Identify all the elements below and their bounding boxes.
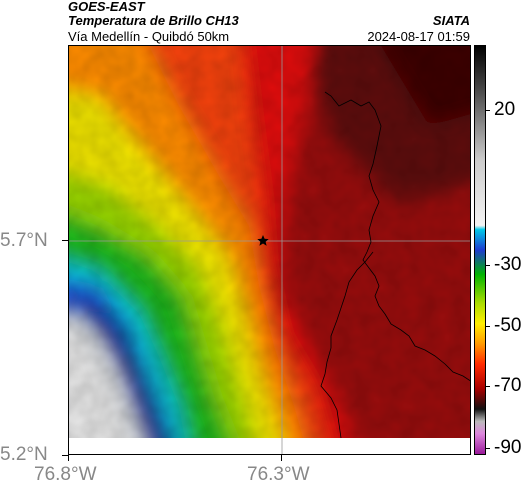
colorbar-tick-label: -70 (494, 375, 522, 396)
region-subtitle: Vía Medellín - Quibdó 50km (68, 29, 230, 44)
organization-label: SIATA (432, 13, 470, 28)
boundary-line (324, 91, 470, 382)
brightness-temperature-map[interactable] (68, 45, 471, 455)
temperature-colorbar (474, 45, 486, 455)
star-marker (257, 235, 269, 246)
product-title: Temperatura de Brillo CH13 (68, 13, 239, 28)
timestamp: 2024-08-17 01:59 (367, 29, 470, 44)
colorbar-tick-label: 20 (494, 99, 516, 120)
latitude-label: 5.2°N (0, 444, 48, 465)
latitude-label: 5.7°N (0, 230, 48, 251)
longitude-label: 76.3°W (247, 464, 310, 485)
map-raster (69, 46, 470, 454)
colorbar-tick-label: -90 (494, 437, 522, 458)
river-line (320, 251, 374, 439)
longitude-label: 76.8°W (34, 464, 97, 485)
colorbar-tick-label: -30 (494, 254, 522, 275)
colorbar-tick-label: -50 (494, 315, 522, 336)
satellite-name: GOES-EAST (68, 0, 145, 14)
